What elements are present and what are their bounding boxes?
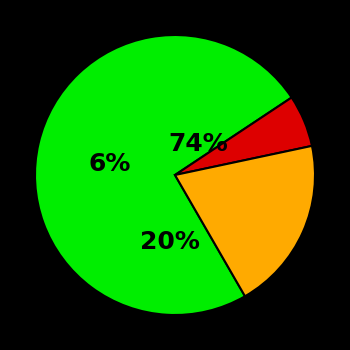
Text: 6%: 6%: [88, 152, 131, 176]
Wedge shape: [175, 98, 312, 175]
Wedge shape: [35, 35, 292, 315]
Wedge shape: [175, 146, 315, 296]
Text: 20%: 20%: [140, 230, 200, 254]
Text: 74%: 74%: [168, 132, 228, 156]
